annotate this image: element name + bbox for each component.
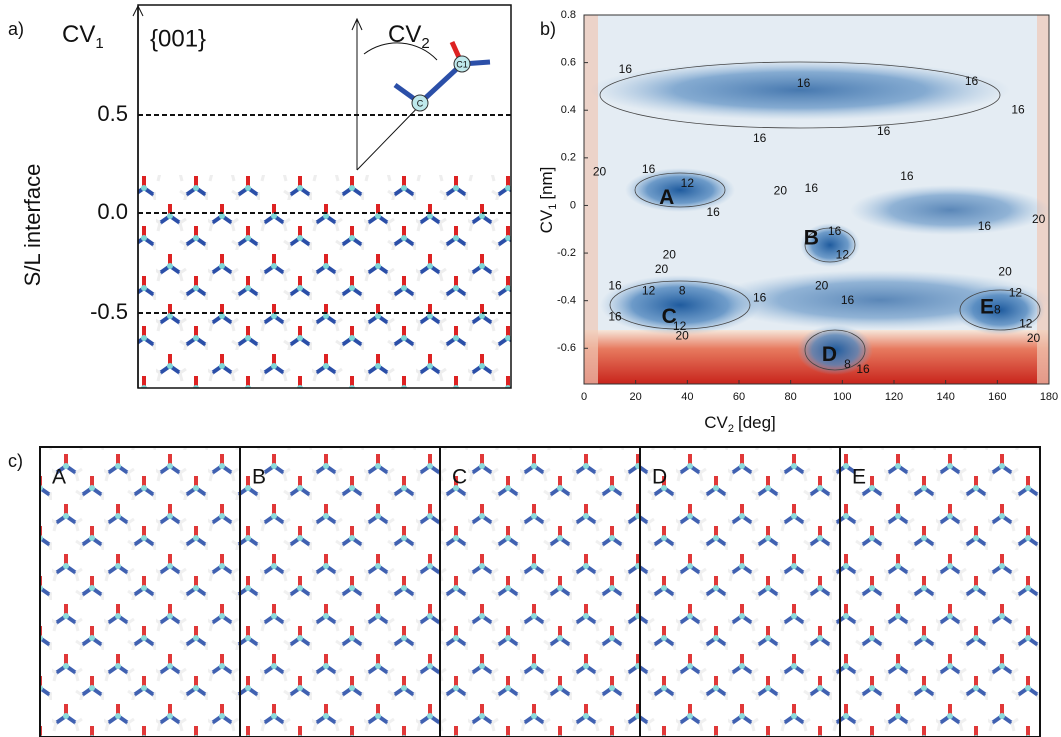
- panel-label: b): [540, 19, 556, 39]
- y-tick-label: 0: [570, 199, 576, 211]
- contour-label: 12: [1019, 317, 1033, 331]
- snapshot-image: [240, 447, 440, 737]
- contour-label: 16: [753, 290, 767, 304]
- bond: [420, 64, 462, 103]
- x-tick-label: 160: [988, 391, 1006, 403]
- contour-label: 12: [1009, 286, 1023, 300]
- contour-label: 16: [797, 76, 811, 90]
- contour-label: 20: [815, 279, 829, 293]
- contour-label: 8: [679, 283, 686, 297]
- x-tick-label: 140: [936, 391, 954, 403]
- contour-label: 20: [655, 262, 669, 276]
- state-label: E: [980, 295, 994, 318]
- contour-label: 16: [608, 279, 622, 293]
- contour-label: 16: [1011, 102, 1025, 116]
- contour-label: 16: [900, 169, 914, 183]
- contour-label: 12: [642, 283, 656, 297]
- atom-label: C: [417, 98, 424, 108]
- contour-label: 16: [877, 124, 891, 138]
- level-label: -0.5: [90, 299, 128, 324]
- contour-label: 20: [675, 329, 689, 343]
- side-label: S/L interface: [20, 164, 45, 287]
- contour-label: 16: [642, 162, 656, 176]
- unit: [deg]: [738, 413, 776, 432]
- snapshot-label: C: [452, 466, 467, 489]
- contour-label: 16: [841, 293, 855, 307]
- state-label: B: [804, 226, 819, 249]
- level-label: 0.0: [97, 199, 128, 224]
- contour-label: 20: [1032, 212, 1046, 226]
- contour-label: 16: [856, 362, 870, 376]
- snapshots: A B C D E: [40, 447, 1040, 737]
- x-tick-label: 180: [1040, 391, 1058, 403]
- subscript: 1: [95, 35, 103, 52]
- facet: {001}: [150, 25, 206, 52]
- snapshot-image: [40, 447, 240, 737]
- snapshot-label: A: [52, 466, 66, 489]
- contour-label: 20: [593, 164, 607, 178]
- contour-label: 16: [706, 205, 720, 219]
- subscript: 2: [421, 35, 429, 52]
- contour-label: 20: [774, 183, 788, 197]
- x-tick-label: 0: [581, 391, 587, 403]
- contour-label: 20: [998, 264, 1012, 278]
- crystal: [138, 175, 511, 388]
- snapshot-image: [440, 447, 640, 737]
- state-label: A: [659, 186, 674, 209]
- level-label: 0.5: [97, 101, 128, 126]
- panel-label: a): [8, 19, 24, 39]
- state-label: C: [662, 305, 677, 328]
- x-tick-label: 20: [630, 391, 642, 403]
- y-tick-label: 0.6: [561, 57, 576, 69]
- contour-label: 20: [1027, 331, 1041, 345]
- atom-label: C1: [456, 59, 468, 69]
- snapshot-label: B: [252, 466, 266, 489]
- contour-label: 16: [805, 181, 819, 195]
- snapshot-label: E: [852, 466, 866, 489]
- snapshot-label: D: [652, 466, 667, 489]
- x-tick-label: 100: [833, 391, 851, 403]
- x-tick-label: 80: [785, 391, 797, 403]
- y-tick-label: 0.2: [561, 152, 576, 164]
- y-tick-label: -0.2: [557, 247, 576, 259]
- state-label: D: [822, 343, 837, 366]
- label: CV: [62, 21, 95, 48]
- subscript: 1: [547, 204, 559, 210]
- contour-label: 16: [619, 62, 633, 76]
- contour-label: 16: [965, 74, 979, 88]
- contour-label: 8: [844, 357, 851, 371]
- contour-label: 16: [753, 131, 767, 145]
- y-axis-label: CV1 [nm]: [537, 167, 558, 234]
- x-axis-label: CV2 [deg]: [704, 413, 776, 434]
- axis-label: CV1: [62, 21, 104, 52]
- contour-label: 16: [978, 219, 992, 233]
- y-tick-label: 0.8: [561, 9, 576, 21]
- label: CV: [537, 209, 556, 233]
- y-tick-label: -0.6: [557, 342, 576, 354]
- cv2-label: CV2: [388, 21, 430, 52]
- panel-label: c): [8, 451, 23, 471]
- unit: [nm]: [537, 167, 556, 200]
- x-tick-label: 120: [885, 391, 903, 403]
- snapshot-image: [640, 447, 840, 737]
- contour-label: 20: [663, 248, 677, 262]
- subscript: 2: [728, 423, 734, 435]
- label: CV: [704, 413, 728, 432]
- label: CV: [388, 21, 421, 48]
- contour-label: 12: [681, 176, 695, 190]
- x-tick-label: 60: [733, 391, 745, 403]
- heatmap: [584, 15, 1050, 384]
- x-tick-label: 40: [681, 391, 693, 403]
- contour-label: 16: [608, 310, 622, 324]
- y-tick-label: -0.4: [557, 295, 576, 307]
- snapshot-image: [840, 447, 1040, 737]
- contour-label: 16: [828, 224, 842, 238]
- figure: a) CV1 {001} CV2 C C1 0.5 0.0 -0.5 S/L i…: [0, 0, 1061, 737]
- y-tick-label: 0.4: [561, 104, 576, 116]
- contour-label: 8: [994, 302, 1001, 316]
- contour-label: 12: [836, 248, 850, 262]
